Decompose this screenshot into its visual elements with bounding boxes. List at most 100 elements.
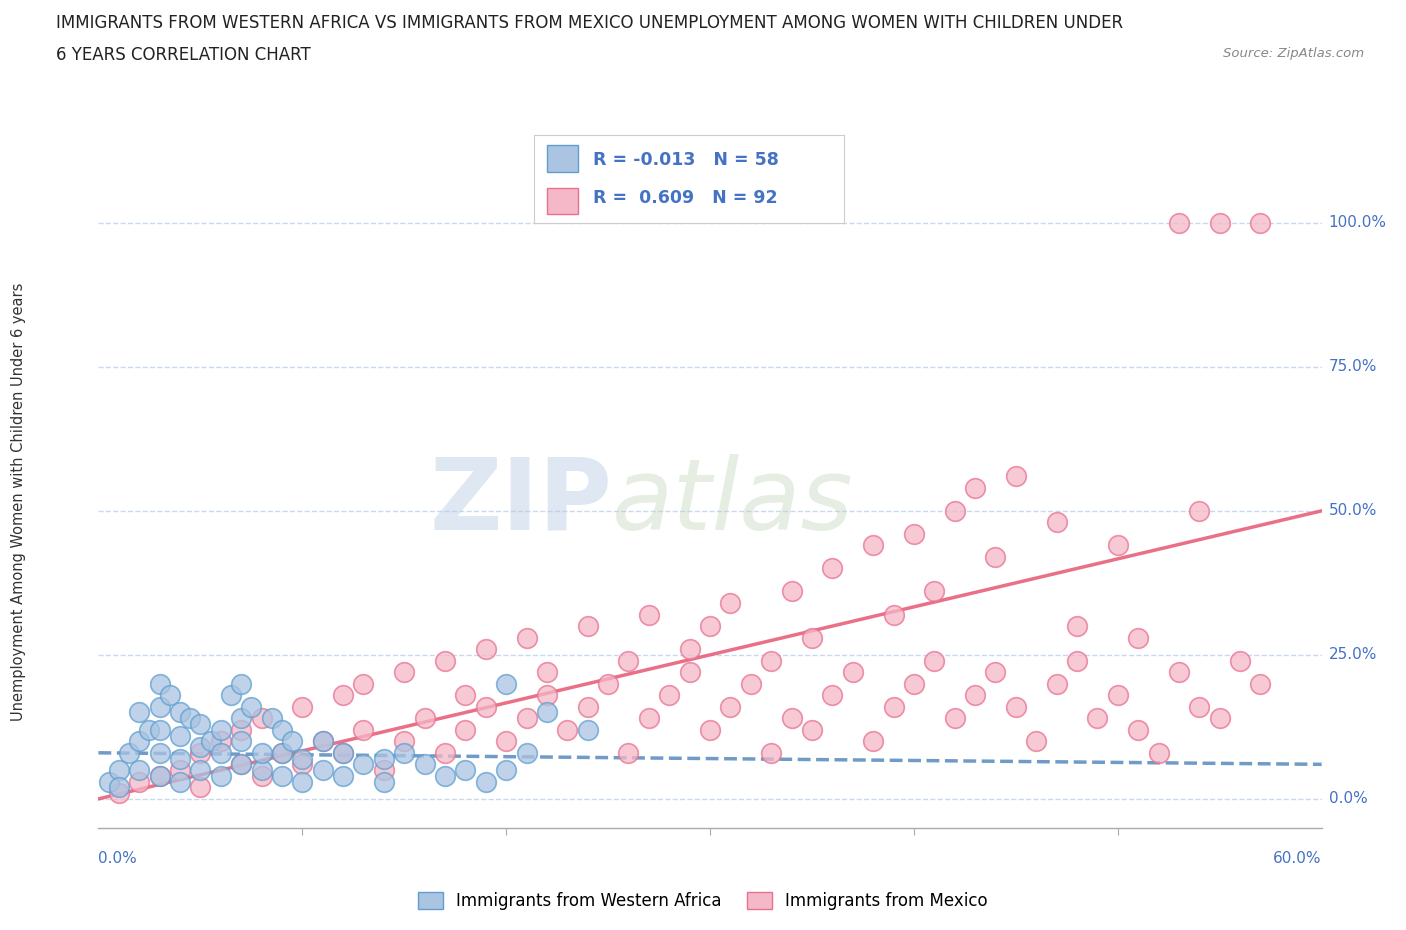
Point	[516, 711, 538, 725]
Point	[841, 665, 863, 680]
Point	[474, 699, 498, 714]
Point	[128, 774, 150, 789]
Text: IMMIGRANTS FROM WESTERN AFRICA VS IMMIGRANTS FROM MEXICO UNEMPLOYMENT AMONG WOME: IMMIGRANTS FROM WESTERN AFRICA VS IMMIGR…	[56, 14, 1123, 32]
Point	[270, 723, 294, 737]
Point	[250, 763, 273, 777]
Point	[883, 699, 905, 714]
Point	[231, 757, 253, 772]
Text: Source: ZipAtlas.com: Source: ZipAtlas.com	[1223, 46, 1364, 60]
Point	[555, 723, 579, 737]
Point	[1128, 631, 1150, 645]
Point	[149, 768, 172, 783]
Point	[984, 550, 1007, 565]
Point	[1188, 699, 1211, 714]
Point	[312, 763, 335, 777]
Point	[617, 653, 640, 668]
Point	[862, 538, 884, 552]
Point	[1066, 618, 1088, 633]
Point	[270, 745, 294, 760]
Point	[413, 711, 436, 725]
Point	[128, 763, 150, 777]
Point	[699, 723, 721, 737]
Point	[1128, 723, 1150, 737]
Point	[922, 653, 945, 668]
Point	[718, 595, 742, 610]
Text: 75.0%: 75.0%	[1329, 359, 1376, 374]
Point	[373, 763, 395, 777]
Text: 6 YEARS CORRELATION CHART: 6 YEARS CORRELATION CHART	[56, 46, 311, 64]
Point	[922, 584, 945, 599]
Text: atlas: atlas	[612, 454, 853, 551]
Point	[250, 768, 273, 783]
Point	[1085, 711, 1108, 725]
Text: R =  0.609   N = 92: R = 0.609 N = 92	[593, 190, 778, 207]
Point	[332, 745, 354, 760]
Point	[1107, 688, 1129, 703]
Point	[260, 711, 283, 725]
Point	[291, 699, 314, 714]
Point	[679, 665, 702, 680]
Point	[943, 711, 966, 725]
Point	[617, 745, 640, 760]
Point	[188, 780, 212, 795]
Point	[1208, 711, 1232, 725]
Point	[188, 745, 212, 760]
Point	[862, 734, 884, 749]
Point	[516, 745, 538, 760]
Point	[965, 481, 987, 496]
Point	[188, 739, 212, 754]
Point	[576, 618, 599, 633]
Text: ZIP: ZIP	[429, 454, 612, 551]
Text: Unemployment Among Women with Children Under 6 years: Unemployment Among Women with Children U…	[11, 283, 25, 722]
Point	[943, 503, 966, 518]
Point	[474, 642, 498, 657]
Point	[270, 768, 294, 783]
Point	[209, 734, 232, 749]
Point	[209, 768, 232, 783]
Point	[240, 699, 263, 714]
Point	[454, 723, 477, 737]
Point	[270, 745, 294, 760]
Point	[352, 723, 374, 737]
Text: 25.0%: 25.0%	[1329, 647, 1376, 662]
Point	[474, 774, 498, 789]
Point	[219, 688, 242, 703]
Point	[332, 688, 354, 703]
Point	[312, 734, 335, 749]
Point	[903, 676, 925, 691]
Point	[679, 642, 702, 657]
Point	[1066, 653, 1088, 668]
Point	[1004, 469, 1026, 484]
Point	[291, 774, 314, 789]
Point	[108, 786, 131, 801]
Point	[801, 631, 824, 645]
Point	[128, 734, 150, 749]
Point	[149, 676, 172, 691]
FancyBboxPatch shape	[547, 188, 578, 215]
Point	[108, 763, 131, 777]
Point	[281, 734, 304, 749]
Point	[965, 688, 987, 703]
Point	[231, 676, 253, 691]
Point	[536, 705, 558, 720]
Point	[1004, 699, 1026, 714]
Point	[312, 734, 335, 749]
Point	[149, 699, 172, 714]
Point	[1045, 515, 1069, 530]
Point	[495, 763, 517, 777]
Point	[759, 653, 782, 668]
Text: 50.0%: 50.0%	[1329, 503, 1376, 518]
Point	[373, 774, 395, 789]
Point	[658, 688, 681, 703]
Point	[1045, 676, 1069, 691]
Point	[718, 699, 742, 714]
Point	[392, 665, 416, 680]
Point	[1147, 745, 1170, 760]
Point	[188, 763, 212, 777]
Point	[1208, 216, 1232, 231]
Point	[352, 676, 374, 691]
Point	[332, 745, 354, 760]
Point	[1167, 216, 1189, 231]
Point	[169, 728, 191, 743]
Point	[821, 561, 844, 576]
